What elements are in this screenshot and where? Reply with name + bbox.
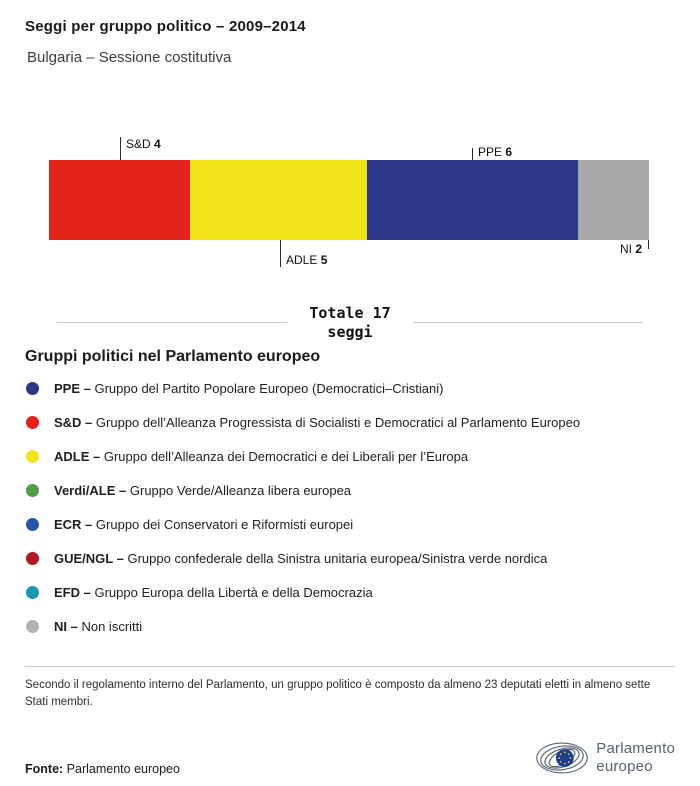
bar-segment-sd [49, 160, 191, 240]
group-desc: Gruppo Europa della Libertà e della Demo… [94, 585, 373, 600]
footer-divider [25, 665, 675, 667]
logo-line2: europeo [596, 758, 653, 776]
total-line2: seggi [327, 322, 373, 341]
legend-item-ppe: PPE – Gruppo del Partito Popolare Europe… [25, 372, 675, 406]
legend-list: PPE – Gruppo del Partito Popolare Europe… [25, 372, 675, 644]
group-seats: 2 [635, 242, 642, 256]
group-seats: 4 [154, 137, 161, 151]
group-abbr: NI – [54, 619, 78, 634]
group-name: PPE [478, 145, 503, 159]
group-color-dot [26, 586, 39, 599]
page-title: Seggi per gruppo politico – 2009–2014 [25, 18, 306, 35]
page-subtitle: Bulgaria – Sessione costitutiva [27, 49, 232, 66]
group-color-dot [26, 416, 39, 429]
group-name: S&D [126, 137, 151, 151]
legend-title: Gruppi politici nel Parlamento europeo [25, 347, 321, 365]
source-line: Fonte: Parlamento europeo [25, 762, 180, 776]
divider-right [412, 322, 643, 324]
legend-label: GUE/NGL – Gruppo confederale della Sinis… [54, 551, 547, 566]
group-abbr: EFD – [54, 585, 91, 600]
bar-segment-ni [578, 160, 649, 240]
callout-label-adle: ADLE 5 [286, 253, 327, 267]
group-abbr: Verdi/ALE – [54, 483, 127, 498]
group-desc: Gruppo dei Conservatori e Riformisti eur… [95, 517, 354, 532]
group-desc: Gruppo Verde/Alleanza libera europea [129, 483, 352, 498]
group-name: NI [619, 242, 632, 256]
group-desc: Gruppo dell’Alleanza Progressista di Soc… [95, 415, 581, 430]
legend-label: NI – Non iscritti [54, 619, 142, 634]
legend-item-sd: S&D – Gruppo dell’Alleanza Progressista … [25, 406, 675, 440]
stacked-seat-bar [49, 160, 649, 240]
group-desc: Gruppo dell’Alleanza dei Democratici e d… [103, 449, 469, 464]
footnote: Secondo il regolamento interno del Parla… [25, 678, 651, 709]
group-color-dot [26, 382, 39, 395]
logo-wordmark: Parlamento europeo [596, 740, 675, 776]
group-seats: 6 [505, 145, 513, 159]
callout-tick-ni [648, 240, 649, 249]
legend-label: S&D – Gruppo dell’Alleanza Progressista … [54, 415, 580, 430]
group-color-dot [26, 484, 39, 497]
legend-label: Verdi/ALE – Gruppo Verde/Alleanza libera… [54, 483, 351, 498]
logo-line1: Parlamento [596, 740, 675, 758]
source-value: Parlamento europeo [66, 762, 180, 777]
group-color-dot [26, 620, 39, 633]
group-desc: Gruppo del Partito Popolare Europeo (Dem… [94, 381, 444, 396]
group-color-dot [26, 518, 39, 531]
legend-item-verdi-ale: Verdi/ALE – Gruppo Verde/Alleanza libera… [25, 474, 675, 508]
seat-bar-chart: S&D 4 PPE 6 ADLE 5 NI 2 [49, 137, 649, 267]
divider-left [57, 322, 288, 324]
bar-segment-adle [190, 160, 367, 240]
group-seats: 5 [320, 253, 328, 267]
legend-label: ECR – Gruppo dei Conservatori e Riformis… [54, 517, 353, 532]
group-name: ADLE [286, 253, 318, 267]
total-seats: Totale 17 seggi [25, 304, 675, 342]
bar-segment-ppe [366, 160, 579, 240]
callout-tick-sd [120, 137, 121, 160]
legend-item-efd: EFD – Gruppo Europa della Libertà e dell… [25, 576, 675, 610]
legend-item-ecr: ECR – Gruppo dei Conservatori e Riformis… [25, 508, 675, 542]
group-abbr: GUE/NGL – [54, 551, 124, 566]
footer: Fonte: Parlamento europeo [25, 730, 675, 786]
callout-label-ppe: PPE 6 [478, 145, 512, 159]
total-seats-label: Totale 17 seggi [309, 304, 390, 342]
legend-item-adle: ADLE – Gruppo dell’Alleanza dei Democrat… [25, 440, 675, 474]
group-abbr: PPE – [54, 381, 91, 396]
parliament-hemicycle-icon [536, 742, 589, 774]
legend-label: PPE – Gruppo del Partito Popolare Europe… [54, 381, 443, 396]
group-desc: Gruppo confederale della Sinistra unitar… [127, 551, 548, 566]
legend-label: ADLE – Gruppo dell’Alleanza dei Democrat… [54, 449, 468, 464]
total-line1: Totale 17 [309, 304, 391, 322]
legend-label: EFD – Gruppo Europa della Libertà e dell… [54, 585, 373, 600]
group-abbr: ADLE – [54, 449, 101, 464]
group-abbr: ECR – [54, 517, 93, 532]
group-abbr: S&D – [54, 415, 93, 430]
european-parliament-logo: Parlamento europeo [534, 730, 675, 786]
callout-tick-adle [280, 240, 281, 267]
group-desc: Non iscritti [81, 619, 143, 634]
callout-label-ni: NI 2 [620, 242, 642, 256]
callout-tick-ppe [472, 148, 473, 160]
group-color-dot [26, 450, 39, 463]
group-color-dot [26, 552, 39, 565]
source-label: Fonte: [25, 762, 64, 777]
legend-item-gue-ngl: GUE/NGL – Gruppo confederale della Sinis… [25, 542, 675, 576]
eu-flag-stars [558, 751, 572, 765]
callout-label-sd: S&D 4 [126, 137, 161, 151]
legend-item-ni: NI – Non iscritti [25, 610, 675, 644]
